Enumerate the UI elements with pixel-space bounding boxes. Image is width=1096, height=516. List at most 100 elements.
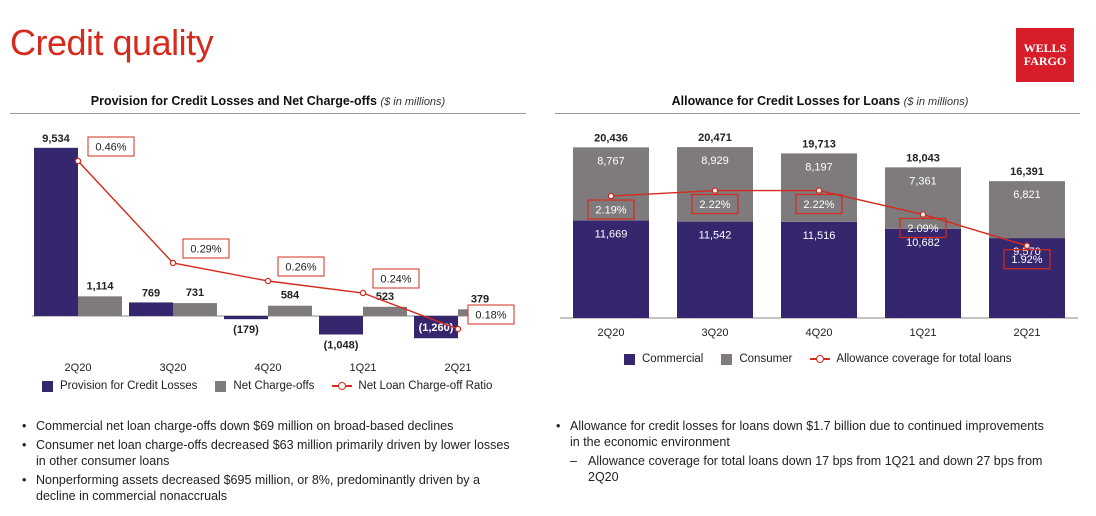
coverage-box-2Q21 [1003, 249, 1051, 270]
provision-label-4Q20: (179) [233, 324, 259, 336]
right-chart-subtitle: ($ in millions) [903, 96, 969, 108]
left-category-2Q21: 2Q21 [445, 362, 472, 374]
consumer-bar-2Q21 [989, 181, 1065, 239]
legend-ratio-line-icon [332, 381, 353, 391]
ratio-box-3Q20 [182, 238, 230, 259]
provision-label-2Q20: 9,534 [42, 133, 70, 145]
legend-provision-label: Provision for Credit Losses [60, 380, 198, 392]
commercial-bar-2Q20 [573, 220, 649, 318]
left-bullets: Commercial net loan charge-offs down $69… [20, 418, 510, 507]
coverage-point-1Q21 [919, 211, 927, 218]
coverage-box-2Q20 [587, 199, 635, 220]
consumer-bar-3Q20 [677, 147, 753, 222]
ratio-point-4Q20 [264, 277, 272, 285]
right-legend: Commercial Consumer Allowance coverage f… [624, 353, 1030, 365]
ratio-label-2Q21: 0.18% [475, 310, 506, 322]
ratio-box-4Q20 [277, 256, 325, 277]
left-category-1Q21: 1Q21 [350, 362, 377, 374]
left-chart-subtitle: ($ in millions) [380, 96, 446, 108]
nco-label-4Q20: 584 [281, 290, 300, 302]
left-category-4Q20: 4Q20 [255, 362, 282, 374]
ratio-label-3Q20: 0.29% [190, 244, 221, 256]
wells-fargo-logo: WELLS FARGO [1016, 28, 1074, 82]
commercial-label-3Q20: 11,542 [699, 230, 732, 242]
commercial-label-4Q20: 11,516 [803, 230, 836, 242]
legend-ratio: Net Loan Charge-off Ratio [332, 380, 492, 392]
provision-label-3Q20: 769 [142, 287, 160, 299]
right-bullet-1: Allowance for credit losses for loans do… [554, 418, 1054, 450]
provision-label-2Q21: (1,260) [419, 322, 454, 334]
consumer-label-2Q20: 8,767 [597, 155, 625, 167]
legend-ratio-label: Net Loan Charge-off Ratio [358, 380, 493, 392]
logo-line-2: FARGO [1023, 54, 1067, 68]
ratio-point-1Q21 [359, 289, 367, 297]
nco-label-2Q20: 1,114 [87, 280, 115, 292]
legend-consumer: Consumer [721, 353, 792, 365]
right-category-3Q20: 3Q20 [702, 327, 729, 339]
consumer-bar-2Q20 [573, 147, 649, 221]
provision-label-1Q21: (1,048) [324, 339, 359, 351]
coverage-label-1Q21: 2.09% [907, 223, 938, 235]
legend-coverage: Allowance coverage for total loans [810, 353, 1012, 365]
coverage-label-2Q21: 1.92% [1011, 254, 1042, 266]
left-chart-title-text: Provision for Credit Losses and Net Char… [90, 94, 377, 108]
nco-label-3Q20: 731 [186, 287, 204, 299]
ratio-label-4Q20: 0.26% [285, 262, 316, 274]
total-label-4Q20: 19,713 [802, 138, 836, 150]
commercial-label-1Q21: 10,682 [906, 237, 940, 249]
commercial-bar-2Q21 [989, 238, 1065, 318]
total-label-2Q21: 16,391 [1010, 166, 1044, 178]
legend-provision: Provision for Credit Losses [42, 380, 197, 392]
left-bullet-3: Nonperforming assets decreased $695 mill… [20, 472, 510, 504]
coverage-label-4Q20: 2.22% [803, 199, 834, 211]
nco-label-2Q21: 379 [471, 293, 489, 305]
legend-commercial: Commercial [624, 353, 703, 365]
left-bullet-2: Consumer net loan charge-offs decreased … [20, 437, 510, 469]
commercial-bar-1Q21 [885, 228, 961, 318]
legend-consumer-swatch [721, 353, 733, 365]
ratio-point-3Q20 [169, 259, 177, 267]
coverage-point-2Q21 [1023, 242, 1031, 249]
ratio-label-1Q21: 0.24% [380, 274, 411, 286]
left-title-rule [10, 113, 526, 114]
page-title: Credit quality [10, 22, 214, 63]
provision-bar-3Q20 [129, 302, 173, 316]
right-chart-title-text: Allowance for Credit Losses for Loans [671, 94, 901, 108]
commercial-bar-3Q20 [677, 221, 753, 318]
nco-bar-2Q20 [78, 296, 122, 316]
total-label-3Q20: 20,471 [698, 132, 732, 144]
coverage-box-1Q21 [899, 217, 947, 239]
legend-net-charge-offs: Net Charge-offs [215, 380, 314, 392]
provision-bar-2Q20 [34, 147, 78, 316]
coverage-label-2Q20: 2.19% [595, 205, 626, 217]
commercial-label-2Q20: 11,669 [595, 229, 628, 241]
nco-bar-4Q20 [268, 305, 312, 316]
right-sub-bullet-1: Allowance coverage for total loans down … [554, 453, 1054, 485]
consumer-label-2Q21: 6,821 [1013, 189, 1041, 201]
ratio-point-2Q20 [74, 157, 82, 165]
nco-bar-3Q20 [173, 303, 217, 316]
ratio-box-2Q20 [87, 136, 135, 157]
legend-coverage-label: Allowance coverage for total loans [836, 353, 1012, 365]
ratio-point-2Q21 [454, 325, 462, 333]
legend-consumer-label: Consumer [739, 353, 793, 365]
legend-provision-swatch [42, 380, 53, 392]
charts-canvas: 9,534 1,114 2Q20 769 731 3Q20 (179) 584 4Q20 (1,0… [32, 132, 1078, 374]
left-category-3Q20: 3Q20 [160, 362, 187, 374]
legend-net-charge-offs-swatch [215, 380, 227, 392]
commercial-bar-4Q20 [781, 221, 857, 318]
total-label-2Q20: 20,436 [594, 132, 628, 144]
right-bullets: Allowance for credit losses for loans do… [554, 418, 1054, 488]
ratio-label-2Q20: 0.46% [95, 142, 126, 154]
coverage-point-4Q20 [815, 187, 823, 194]
left-legend: Provision for Credit Losses Net Charge-o… [42, 380, 510, 392]
ratio-box-2Q21 [467, 304, 515, 325]
logo-line-1: WELLS [1023, 41, 1067, 55]
right-category-2Q21: 2Q21 [1014, 327, 1041, 339]
provision-bar-2Q21 [414, 316, 458, 339]
consumer-label-1Q21: 7,361 [909, 175, 937, 187]
right-category-1Q21: 1Q21 [910, 327, 937, 339]
right-title-rule [555, 113, 1080, 114]
coverage-point-3Q20 [711, 187, 719, 194]
total-label-1Q21: 18,043 [906, 152, 940, 164]
